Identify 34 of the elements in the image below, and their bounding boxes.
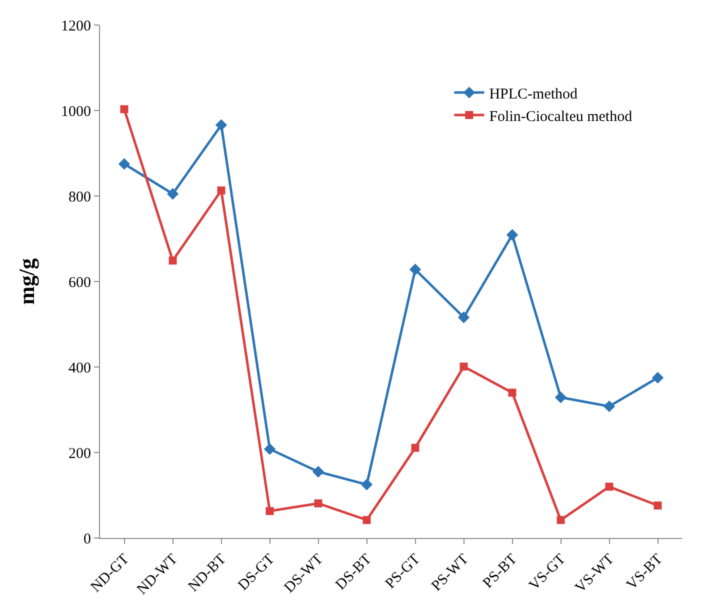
point xyxy=(215,119,228,131)
legend-label: Folin-Ciocalteu method xyxy=(489,108,633,125)
y-tick-label: 1200 xyxy=(61,18,91,34)
y-tick-label: 600 xyxy=(68,274,91,291)
point xyxy=(264,443,276,455)
point xyxy=(166,188,179,200)
point xyxy=(605,482,614,491)
y-tick-label: 400 xyxy=(68,360,91,376)
point xyxy=(168,256,177,265)
point xyxy=(266,507,274,516)
point xyxy=(460,362,468,371)
point xyxy=(409,264,422,276)
point xyxy=(654,502,662,510)
point xyxy=(556,516,565,524)
y-tick-label: 800 xyxy=(68,189,91,206)
point xyxy=(314,499,322,508)
point xyxy=(458,312,470,324)
legend-label: HPLC-method xyxy=(489,86,578,102)
point xyxy=(603,400,616,412)
y-tick-label: 0 xyxy=(84,531,91,548)
point xyxy=(360,478,373,490)
point xyxy=(652,372,664,384)
point xyxy=(411,444,420,452)
point xyxy=(362,516,371,524)
point xyxy=(217,186,226,194)
y-axis-title: mg/g xyxy=(14,258,39,305)
point xyxy=(312,466,324,478)
point xyxy=(554,392,567,404)
y-tick-label: 1000 xyxy=(61,104,91,120)
point xyxy=(506,229,518,241)
y-tick-label: 200 xyxy=(68,446,91,462)
point xyxy=(508,388,516,397)
point xyxy=(120,105,128,114)
point xyxy=(118,158,130,170)
